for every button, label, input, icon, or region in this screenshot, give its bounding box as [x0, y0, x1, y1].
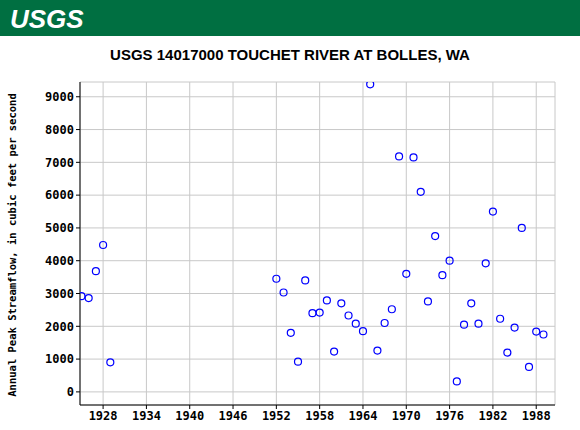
- svg-text:USGS 14017000 TOUCHET RIVER AT: USGS 14017000 TOUCHET RIVER AT BOLLES, W…: [110, 46, 470, 63]
- svg-text:6000: 6000: [45, 188, 74, 202]
- svg-text:5000: 5000: [45, 221, 74, 235]
- svg-text:0: 0: [67, 385, 74, 399]
- svg-text:7000: 7000: [45, 156, 74, 170]
- svg-text:9000: 9000: [45, 90, 74, 104]
- svg-text:1928: 1928: [89, 409, 118, 423]
- svg-text:3000: 3000: [45, 287, 74, 301]
- svg-text:2000: 2000: [45, 320, 74, 334]
- svg-text:1976: 1976: [435, 409, 464, 423]
- svg-text:USGS: USGS: [10, 4, 84, 34]
- svg-text:Annual Peak Streamflow, in cub: Annual Peak Streamflow, in cubic feet pe…: [8, 93, 18, 396]
- svg-text:1000: 1000: [45, 352, 74, 366]
- svg-text:1988: 1988: [522, 409, 551, 423]
- svg-text:1934: 1934: [132, 409, 161, 423]
- svg-text:1946: 1946: [219, 409, 248, 423]
- svg-text:1982: 1982: [478, 409, 507, 423]
- svg-text:1952: 1952: [262, 409, 291, 423]
- svg-text:4000: 4000: [45, 254, 74, 268]
- svg-text:1958: 1958: [305, 409, 334, 423]
- svg-text:1940: 1940: [175, 409, 204, 423]
- svg-text:1970: 1970: [392, 409, 421, 423]
- svg-text:8000: 8000: [45, 123, 74, 137]
- svg-text:1964: 1964: [349, 409, 378, 423]
